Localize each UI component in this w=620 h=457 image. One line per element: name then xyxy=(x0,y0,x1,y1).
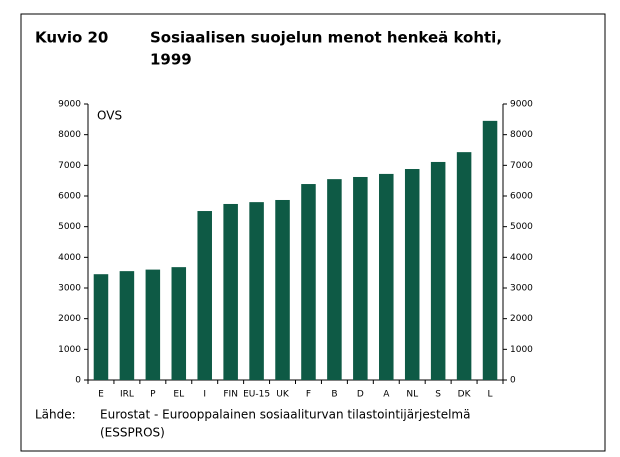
x-tick-label: EL xyxy=(173,390,184,400)
y-tick-label: 9000 xyxy=(58,100,81,110)
bar xyxy=(145,269,161,380)
bar xyxy=(482,120,498,380)
x-tick-label: DK xyxy=(458,390,472,400)
bar xyxy=(171,267,187,380)
x-tick-label: S xyxy=(435,390,441,400)
bar xyxy=(119,271,135,380)
x-tick-label: NL xyxy=(406,390,418,400)
x-tick-label: IRL xyxy=(120,390,134,400)
source-label: Lähde: xyxy=(35,408,76,422)
x-tick-label: P xyxy=(150,390,156,400)
frame xyxy=(20,13,606,452)
y-tick-label: 5000 xyxy=(58,222,81,232)
bar xyxy=(430,161,446,380)
y-tick-label: 1000 xyxy=(58,345,81,355)
chart-title: 1999 xyxy=(150,51,192,69)
y2-tick-label: 0 xyxy=(510,376,516,386)
bar xyxy=(301,184,316,380)
y2-tick-label: 2000 xyxy=(510,314,533,324)
y-tick-label: 7000 xyxy=(58,161,81,171)
x-tick-label: D xyxy=(357,390,364,400)
bar xyxy=(379,173,394,380)
x-tick-label: E xyxy=(98,390,104,400)
bar xyxy=(93,274,109,380)
y-axis-label: OVS xyxy=(97,109,122,123)
y-tick-label: 6000 xyxy=(58,192,81,202)
x-tick-label: A xyxy=(383,390,390,400)
x-tick-label: F xyxy=(306,390,311,400)
bar xyxy=(275,199,290,380)
y2-tick-label: 1000 xyxy=(510,345,533,355)
y2-tick-label: 6000 xyxy=(510,192,533,202)
chart-title: Sosiaalisen suojelun menot henkeä kohti, xyxy=(150,29,502,47)
y-tick-label: 8000 xyxy=(58,130,81,140)
x-tick-label: I xyxy=(203,390,206,400)
bar xyxy=(353,176,368,380)
x-tick-label: UK xyxy=(276,390,290,400)
y2-tick-label: 5000 xyxy=(510,222,533,232)
bar xyxy=(456,152,472,380)
bar xyxy=(404,169,420,380)
x-tick-label: EU-15 xyxy=(243,390,270,400)
y2-tick-label: 4000 xyxy=(510,253,533,263)
y2-tick-label: 9000 xyxy=(510,100,533,110)
x-tick-label: L xyxy=(488,390,493,400)
figure-label: Kuvio 20 xyxy=(35,29,108,47)
y-tick-label: 2000 xyxy=(58,314,81,324)
y-tick-label: 0 xyxy=(75,376,81,386)
bar xyxy=(197,211,212,380)
bar xyxy=(249,202,264,380)
y2-tick-label: 3000 xyxy=(510,284,533,294)
x-tick-label: FIN xyxy=(223,390,238,400)
y2-tick-label: 8000 xyxy=(510,130,533,140)
source: (ESSPROS) xyxy=(100,426,165,440)
y2-tick-label: 7000 xyxy=(510,161,533,171)
y-tick-label: 4000 xyxy=(58,253,81,263)
source: Eurostat - Eurooppalainen sosiaaliturvan… xyxy=(100,408,470,422)
x-tick-label: B xyxy=(331,390,337,400)
bar xyxy=(223,203,238,380)
y-tick-label: 3000 xyxy=(58,284,81,294)
bar xyxy=(327,179,342,380)
